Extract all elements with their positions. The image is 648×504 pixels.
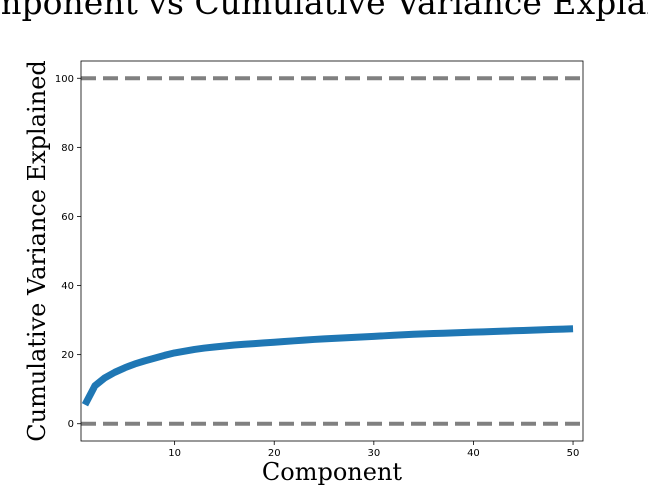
y-tick-label: 20 <box>61 350 74 361</box>
plot-frame <box>80 60 584 442</box>
x-tick-label: 50 <box>567 448 580 459</box>
y-tick-label: 40 <box>61 281 74 292</box>
series-line <box>81 325 574 407</box>
y-axis: 0 20 40 60 80 100 <box>55 74 81 430</box>
x-tick-label: 40 <box>467 448 480 459</box>
chart-title: Component vs Cumulative Variance Explain… <box>0 0 648 22</box>
y-tick-label: 0 <box>68 419 74 430</box>
x-tick-label: 20 <box>268 448 281 459</box>
x-axis: 10 20 30 40 50 <box>168 441 579 459</box>
x-tick-label: 10 <box>168 448 181 459</box>
plot-area <box>81 76 583 426</box>
x-tick-label: 30 <box>367 448 380 459</box>
x-axis-label: Component <box>262 458 403 486</box>
y-axis-label: Cumulative Variance Explained <box>23 60 51 441</box>
y-tick-label: 80 <box>61 143 74 154</box>
y-tick-label: 100 <box>55 74 74 85</box>
y-tick-label: 60 <box>61 212 74 223</box>
